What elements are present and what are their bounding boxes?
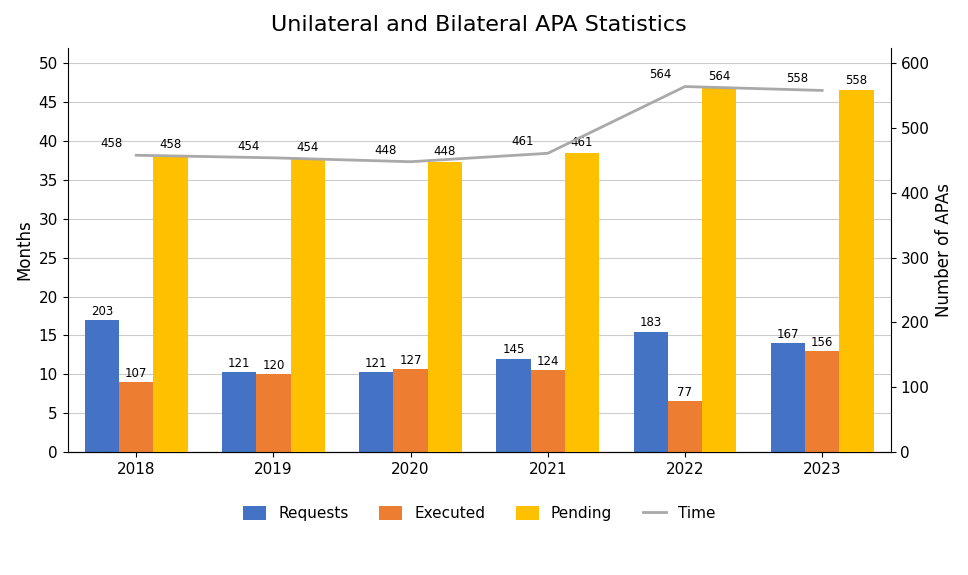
Bar [290, 158, 325, 452]
Bar [257, 374, 290, 452]
Text: 203: 203 [91, 305, 113, 317]
Text: 183: 183 [640, 316, 662, 329]
Bar [839, 90, 873, 452]
Text: 461: 461 [571, 136, 593, 150]
Text: 558: 558 [845, 74, 867, 87]
Text: 458: 458 [101, 137, 123, 150]
Text: 121: 121 [227, 356, 251, 370]
Text: 120: 120 [262, 359, 285, 372]
Text: 167: 167 [776, 328, 800, 341]
Title: Unilateral and Bilateral APA Statistics: Unilateral and Bilateral APA Statistics [271, 15, 687, 35]
Text: 458: 458 [160, 139, 182, 151]
Text: 564: 564 [708, 70, 731, 83]
Text: 127: 127 [400, 354, 422, 366]
Text: 145: 145 [502, 343, 525, 356]
Time [131, 152, 142, 159]
Bar [359, 372, 393, 452]
Bar [633, 332, 668, 452]
Legend: Requests, Executed, Pending, Time: Requests, Executed, Pending, Time [237, 500, 721, 527]
Bar [153, 155, 188, 452]
Time [405, 158, 416, 165]
Bar [497, 359, 530, 452]
Bar [771, 343, 805, 452]
Text: 156: 156 [811, 336, 833, 348]
Time [680, 83, 691, 90]
Text: 124: 124 [536, 355, 560, 368]
Time [267, 154, 279, 161]
Text: 448: 448 [375, 144, 397, 156]
Text: 564: 564 [650, 68, 672, 82]
Bar [668, 401, 702, 452]
Y-axis label: Number of APAs: Number of APAs [935, 183, 953, 317]
Bar [702, 87, 737, 452]
Text: 454: 454 [237, 140, 260, 152]
Bar [530, 370, 565, 452]
Time [542, 150, 554, 157]
Bar [222, 372, 257, 452]
Bar [565, 154, 599, 452]
Time [816, 87, 828, 94]
Text: 461: 461 [512, 135, 534, 148]
Bar [85, 320, 119, 452]
Line: Time: Time [136, 87, 822, 162]
Text: 107: 107 [125, 367, 147, 380]
Text: 121: 121 [365, 356, 387, 370]
Bar [393, 369, 428, 452]
Y-axis label: Months: Months [15, 220, 33, 280]
Bar [119, 382, 153, 452]
Text: 77: 77 [678, 386, 692, 399]
Text: 454: 454 [296, 141, 318, 154]
Text: 558: 558 [786, 72, 808, 85]
Bar [428, 162, 462, 452]
Text: 448: 448 [434, 145, 456, 158]
Bar [805, 351, 839, 452]
